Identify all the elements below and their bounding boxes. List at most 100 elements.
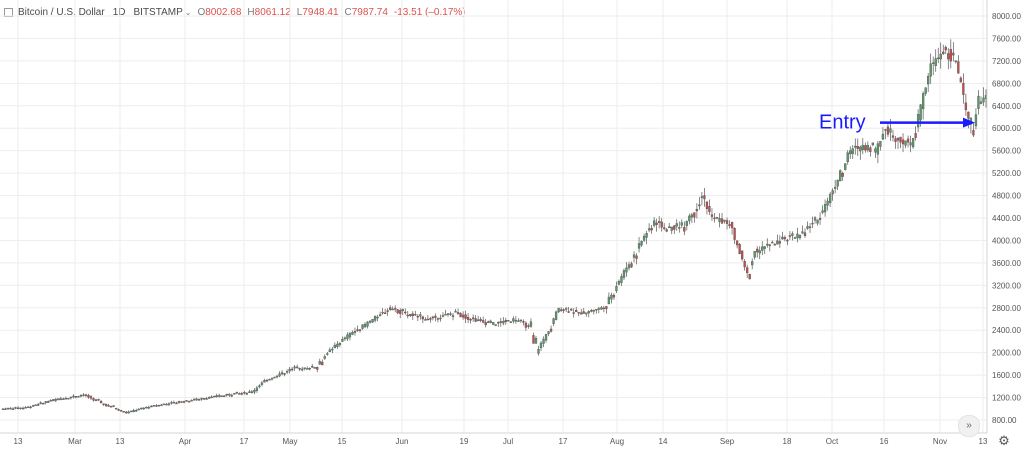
- interval-label[interactable]: 1D: [112, 6, 126, 18]
- candle-down: [768, 244, 771, 246]
- candle-down: [693, 212, 696, 218]
- candle-down: [743, 261, 746, 268]
- candle-down: [87, 395, 90, 398]
- candle-up: [130, 410, 133, 413]
- candle-up: [502, 321, 505, 324]
- candle-up: [145, 407, 148, 409]
- candle-up: [637, 243, 641, 249]
- candle-up: [233, 393, 236, 395]
- high-value: 8061.12: [254, 6, 291, 18]
- candle-up: [376, 316, 379, 319]
- candle-up: [766, 243, 769, 246]
- candle-up: [494, 324, 497, 326]
- candle-down: [414, 314, 417, 316]
- candle-down: [321, 361, 324, 366]
- candle-down: [748, 273, 751, 280]
- candle-up: [610, 294, 613, 300]
- candle-up: [798, 234, 802, 239]
- candle-up: [386, 310, 389, 312]
- candle-down: [311, 366, 314, 368]
- candle-up: [776, 240, 779, 245]
- candle-down: [316, 367, 319, 370]
- candle-down: [914, 133, 917, 138]
- candle-down: [713, 217, 716, 220]
- gear-icon[interactable]: ⚙: [998, 433, 1010, 448]
- candle-up: [771, 241, 774, 244]
- chevron-down-icon[interactable]: ⌄: [184, 7, 192, 17]
- date-tick-label: Aug: [610, 437, 624, 446]
- candle-down: [42, 402, 45, 405]
- candle-up: [781, 236, 784, 240]
- candle-down: [746, 267, 749, 274]
- candle-up: [690, 214, 694, 218]
- candle-up: [813, 217, 817, 221]
- price-tick-label: 6400.00: [992, 102, 1021, 111]
- candle-up: [680, 222, 683, 226]
- price-tick-label: 3600.00: [992, 259, 1021, 268]
- candle-up: [69, 396, 73, 399]
- price-tick-label: 8000.00: [992, 12, 1021, 21]
- candle-down: [710, 214, 714, 217]
- candle-up: [77, 396, 80, 398]
- candle-down: [891, 135, 895, 138]
- candle-up: [602, 307, 606, 310]
- candle-up: [642, 235, 646, 241]
- candle-up: [924, 87, 927, 94]
- candle-down: [479, 319, 482, 321]
- candle-down: [223, 395, 226, 397]
- candle-up: [927, 76, 930, 85]
- candle-up: [323, 356, 326, 359]
- candle-up: [348, 333, 352, 338]
- candle-up: [934, 58, 937, 66]
- candle-down: [441, 315, 445, 317]
- candle-up: [625, 267, 628, 273]
- candle-down: [471, 317, 475, 320]
- candle-down: [411, 313, 414, 316]
- candle-up: [489, 320, 492, 323]
- candle-up: [700, 196, 704, 198]
- date-tick-label: 19: [460, 437, 469, 446]
- candle-up: [303, 367, 306, 369]
- candle-down: [899, 136, 902, 143]
- candle-down: [152, 405, 155, 407]
- candle-down: [497, 322, 500, 324]
- candle-up: [806, 226, 809, 229]
- candle-up: [306, 368, 309, 370]
- candle-up: [273, 376, 276, 379]
- candle-up: [499, 321, 502, 323]
- candle-up: [358, 329, 362, 331]
- candle-up: [59, 398, 62, 401]
- candle-up: [607, 296, 611, 305]
- candle-up: [172, 402, 176, 404]
- candle-up: [14, 407, 17, 409]
- candle-up: [9, 407, 12, 410]
- scroll-to-realtime-button[interactable]: »: [958, 415, 980, 437]
- candle-up: [313, 367, 316, 369]
- entry-label: Entry: [819, 112, 866, 134]
- candle-down: [107, 405, 110, 407]
- candle-up: [821, 210, 824, 213]
- candle-up: [539, 342, 543, 349]
- price-tick-label: 800.00: [992, 416, 1017, 425]
- candle-up: [645, 232, 648, 238]
- candle-up: [826, 200, 829, 206]
- candle-down: [698, 204, 701, 207]
- candle-down: [683, 227, 686, 232]
- price-tick-label: 3200.00: [992, 281, 1021, 290]
- candle-down: [102, 403, 105, 405]
- candle-down: [16, 407, 20, 410]
- candle-up: [301, 368, 304, 371]
- candle-up: [52, 399, 55, 402]
- candle-down: [451, 315, 455, 317]
- candle-up: [449, 313, 452, 315]
- price-tick-label: 7200.00: [992, 57, 1021, 66]
- symbol-name[interactable]: Bitcoin / U.S. Dollar: [18, 6, 105, 18]
- date-tick-label: Apr: [179, 437, 192, 446]
- candle-down: [240, 393, 243, 395]
- candle-up: [753, 251, 756, 258]
- candle-down: [466, 317, 470, 320]
- candle-down: [869, 147, 872, 152]
